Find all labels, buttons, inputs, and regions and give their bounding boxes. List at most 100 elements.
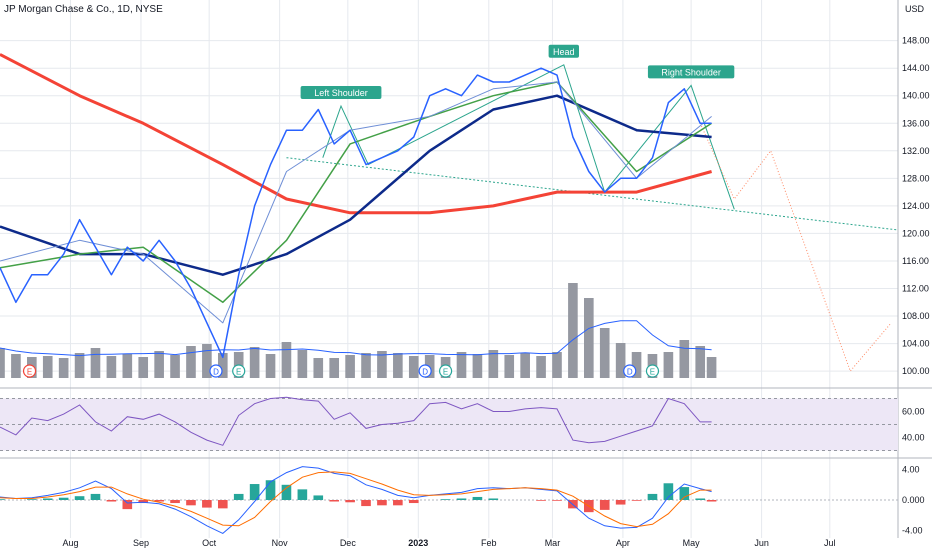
volume-bar <box>42 356 53 378</box>
volume-bar <box>345 355 355 378</box>
x-tick-label: Aug <box>62 538 78 548</box>
volume-bar <box>615 343 626 378</box>
macd-histogram-bar <box>74 496 85 500</box>
macd-histogram-bar <box>90 493 101 500</box>
volume-bar <box>663 352 674 378</box>
volume-bar <box>472 354 483 378</box>
volume-bar <box>504 355 515 378</box>
macd-histogram-bar <box>265 480 276 500</box>
rsi-tick-label: 40.00 <box>902 433 925 443</box>
earnings-marker <box>232 364 246 378</box>
earnings-marker <box>22 364 37 378</box>
volume-bar <box>488 350 499 378</box>
volume-bar <box>536 356 546 378</box>
volume-bar <box>361 353 371 378</box>
volume-bars <box>0 283 717 378</box>
macd-histogram-bar <box>706 500 717 502</box>
volume-bar <box>154 351 164 378</box>
macd-histogram-bar <box>170 500 180 504</box>
macd-histogram-bar <box>313 495 324 500</box>
macd-histogram-bar <box>297 489 308 500</box>
earnings-marker <box>438 364 453 378</box>
x-tick-label: Dec <box>340 538 357 548</box>
volume-bar <box>584 298 594 378</box>
dividend-marker <box>623 364 637 378</box>
volume-bar <box>695 346 706 378</box>
volume-bar <box>106 356 117 378</box>
price-tick-label: 148.00 <box>902 36 930 46</box>
macd-histogram-bar <box>488 498 499 500</box>
macd-histogram-bar <box>472 496 483 500</box>
x-tick-label: Nov <box>272 538 289 548</box>
dividend-marker <box>418 364 432 378</box>
macd-histogram-bar <box>233 493 244 500</box>
macd-histogram-bar <box>361 500 371 507</box>
price-tick-label: 136.00 <box>902 118 930 128</box>
macd-histogram-bar <box>377 500 387 506</box>
rsi-tick-label: 60.00 <box>902 407 925 417</box>
rsi-panel <box>0 396 898 451</box>
chart-title: JP Morgan Chase & Co., 1D, NYSE <box>4 4 163 15</box>
macd-histogram-bar <box>27 499 37 500</box>
currency-label: USD <box>905 4 925 14</box>
volume-bar <box>706 357 717 378</box>
volume-bar <box>138 357 149 378</box>
moving-average-line <box>0 53 712 215</box>
macd-tick-label: 0.000 <box>902 495 925 505</box>
rsi-line <box>0 396 712 446</box>
target-projection <box>699 123 892 373</box>
pattern-label-box <box>647 65 735 79</box>
price-tick-label: 132.00 <box>902 146 930 156</box>
volume-bar <box>170 355 180 378</box>
axes: USD 148.00 144.00 140.00 136.00 132.00 128.00 1… <box>62 4 929 548</box>
volume-bar <box>0 348 5 378</box>
volume-bar <box>297 350 308 378</box>
macd-histogram-bar <box>599 500 610 510</box>
x-tick-label: Jun <box>754 538 769 548</box>
price-tick-label: 120.00 <box>902 228 930 238</box>
event-marker-label: D <box>422 368 428 377</box>
neckline <box>286 157 899 231</box>
event-marker-label: D <box>627 368 633 377</box>
annotations[interactable]: Left Shoulder Head Right Shoulder <box>300 44 735 100</box>
x-tick-label: Mar <box>545 538 561 548</box>
macd-histogram-bar <box>695 498 706 500</box>
macd-histogram-bar <box>186 500 196 506</box>
earnings-marker <box>645 364 660 378</box>
volume-bar <box>281 342 292 378</box>
price-panel <box>0 53 713 359</box>
macd-histogram-bar <box>345 500 355 503</box>
macd-histogram-bar <box>440 499 451 500</box>
macd-histogram-bar <box>106 500 117 502</box>
volume-bar <box>393 353 403 378</box>
macd-tick-label: 4.00 <box>902 465 920 475</box>
price-tick-label: 124.00 <box>902 201 930 211</box>
macd-histogram-bar <box>679 487 690 500</box>
x-tick-label: Jul <box>824 538 836 548</box>
volume-bar <box>186 346 196 378</box>
dividend-marker <box>209 364 223 378</box>
price-tick-label: 100.00 <box>902 366 930 376</box>
event-marker-label: E <box>443 368 448 377</box>
volume-bar <box>679 340 690 378</box>
macd-panel <box>0 466 898 534</box>
price-tick-label: 128.00 <box>902 173 930 183</box>
event-marker-label: E <box>27 368 32 377</box>
macd-tick-label: -4.00 <box>902 525 923 535</box>
price-tick-label: 116.00 <box>902 256 929 266</box>
event-marker-label: E <box>236 368 241 377</box>
pattern-label: Right Shoulder <box>661 67 721 77</box>
x-tick-label: Sep <box>133 538 149 548</box>
pattern-label: Left Shoulder <box>314 88 368 98</box>
macd-histogram-bar <box>393 500 403 506</box>
macd-histogram-bar <box>0 499 5 500</box>
moving-average-line <box>0 81 712 324</box>
x-tick-label: May <box>683 538 701 548</box>
volume-bar <box>377 351 387 378</box>
macd-histogram-bar <box>42 498 53 500</box>
macd-histogram-bar <box>631 500 642 501</box>
price-tick-label: 144.00 <box>902 63 930 73</box>
volume-bar <box>265 354 276 378</box>
